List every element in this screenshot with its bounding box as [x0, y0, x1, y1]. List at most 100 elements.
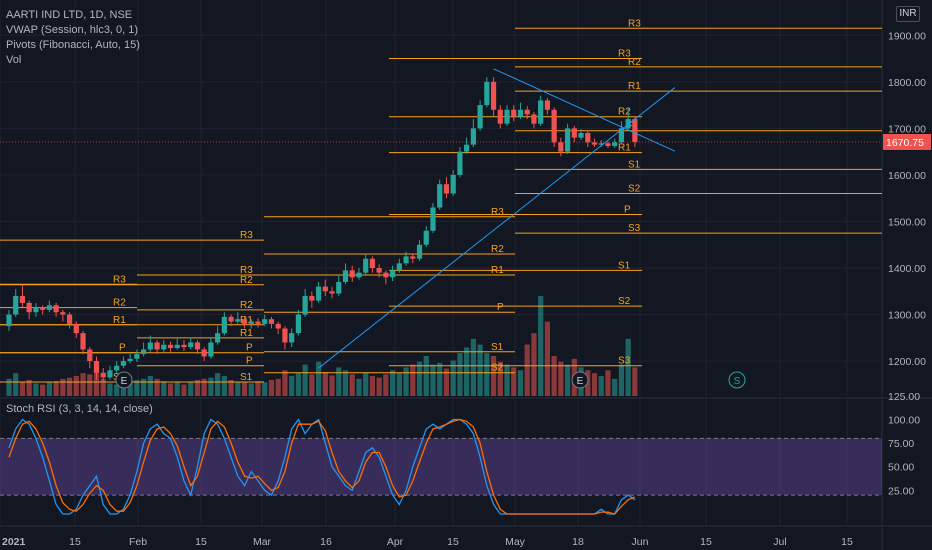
candle-body [289, 333, 295, 343]
price-axis-label: 1200.00 [888, 356, 926, 368]
pivot-label-r2: R2 [240, 300, 253, 311]
volume-bar [141, 378, 147, 396]
candle-body [147, 342, 153, 350]
pivot-label-r2: R2 [240, 275, 253, 286]
volume-bar [201, 378, 207, 396]
volume-bar [248, 383, 254, 396]
pivot-label-r2: R2 [113, 298, 126, 309]
pivot-label-p: P [497, 302, 504, 313]
volume-bar [437, 362, 443, 396]
indicator-vol[interactable]: Vol [6, 54, 22, 66]
candle-body [228, 316, 234, 322]
volume-bar [147, 376, 153, 396]
candle-body [120, 361, 127, 366]
stoch-rsi-title[interactable]: Stoch RSI (3, 3, 14, 14, close) [6, 403, 153, 415]
pivot-label-p: P [628, 121, 635, 132]
candle-body [349, 270, 355, 278]
volume-bar [309, 374, 315, 396]
volume-bar [369, 376, 376, 396]
pivot-label-r2: R2 [628, 57, 641, 68]
pivot-label-r3: R3 [240, 230, 253, 241]
pivot-label-r3: R3 [240, 265, 253, 276]
candle-body [6, 314, 12, 327]
volume-bar [403, 367, 409, 396]
volume-bar [282, 370, 288, 396]
volume-bar [167, 383, 174, 396]
candle-body [275, 323, 281, 329]
volume-bar [161, 381, 167, 396]
candle-body [322, 286, 328, 292]
volume-bar [295, 373, 301, 396]
pivot-label-r3: R3 [618, 49, 631, 60]
time-axis-label: 15 [700, 536, 712, 548]
pivot-label-s3: S3 [628, 223, 641, 234]
event-marker-icon [571, 371, 589, 389]
time-axis-label: 15 [447, 536, 459, 548]
event-marker-icon [728, 371, 746, 389]
candle-body [369, 258, 376, 268]
pivot-label-p: P [246, 356, 253, 367]
symbol-title[interactable]: AARTI IND LTD, 1D, NSE [6, 9, 133, 21]
volume-bar [484, 353, 490, 396]
volume-bar [181, 384, 187, 396]
candle-body [443, 184, 450, 194]
pivot-label-p: P [624, 204, 631, 215]
candle-body [605, 143, 611, 147]
stoch-rsi-band [0, 438, 882, 496]
indicator-vwap[interactable]: VWAP (Session, hlc3, 0, 1) [6, 24, 139, 36]
volume-bar [605, 370, 611, 396]
volume-bar [450, 360, 456, 396]
volume-bar [612, 378, 618, 396]
candle-body [329, 291, 335, 294]
indicator-pivots[interactable]: Pivots (Fibonacci, Auto, 15) [6, 39, 140, 51]
volume-bar [46, 382, 52, 396]
candle-body [416, 244, 423, 259]
pivot-label-r1: R1 [113, 315, 126, 326]
candle-body [625, 119, 631, 129]
candle-body [60, 312, 66, 315]
volume-bar [275, 378, 281, 396]
time-axis-label: 18 [572, 536, 584, 548]
volume-bar [517, 370, 524, 396]
candle-body [181, 344, 187, 348]
volume-bar [363, 373, 369, 396]
volume-bar [73, 376, 79, 396]
volume-bar [154, 378, 160, 396]
volume-bar [80, 373, 86, 396]
price-axis-label: 1800.00 [888, 77, 926, 89]
candle-body [591, 142, 598, 145]
candle-body [363, 258, 369, 273]
candle-body [410, 256, 416, 259]
candle-body [504, 109, 510, 124]
volume-bar [342, 370, 349, 396]
volume-bar [470, 338, 476, 396]
volume-bar [188, 381, 194, 396]
volume-bar [241, 382, 248, 396]
time-axis-label: Jun [632, 536, 649, 548]
time-axis-label: 16 [320, 536, 332, 548]
time-axis-label: 15 [195, 536, 207, 548]
currency-badge[interactable]: INR [896, 6, 920, 22]
pivot-label-r2: R2 [618, 107, 631, 118]
stoch-axis-label: 50.00 [888, 462, 914, 474]
volume-bar [443, 368, 450, 396]
candle-body [531, 114, 537, 124]
candle-body [450, 174, 456, 194]
volume-bar [551, 356, 557, 396]
candle-body [578, 133, 584, 138]
candle-body [457, 151, 463, 175]
candle-body [248, 321, 254, 324]
volume-bar [430, 364, 436, 396]
volume-bar [120, 382, 127, 396]
pivot-label-r3: R3 [491, 207, 504, 218]
candle-body [208, 342, 214, 357]
pivot-label-s3: S3 [618, 356, 631, 367]
candle-body [114, 365, 120, 371]
candle-body [53, 305, 59, 313]
candle-body [66, 314, 73, 324]
pivot-label-r3: R3 [113, 274, 126, 285]
candle-body [511, 109, 517, 117]
price-axis-label: 1300.00 [888, 310, 926, 322]
candle-body [490, 81, 497, 110]
